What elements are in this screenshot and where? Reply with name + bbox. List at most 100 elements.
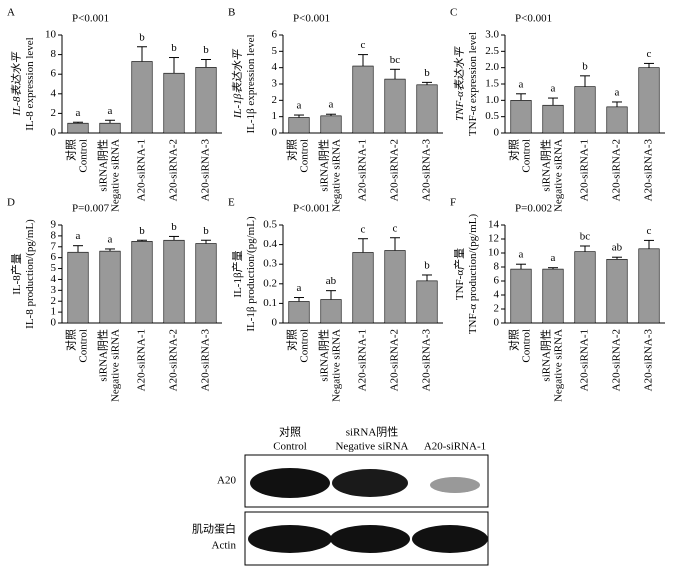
significance-letter: b [203, 225, 209, 237]
bar [606, 106, 628, 134]
bar [163, 72, 185, 134]
error-bar [201, 59, 211, 68]
annotation: P<0.001 [293, 13, 330, 25]
x-tick-label: Control [78, 139, 90, 173]
significance-letter: b [424, 260, 430, 272]
lane-label: siRNA阴性 [346, 425, 399, 439]
y-axis-label: IL-1β expression level [245, 34, 257, 133]
y-axis-label: TNF-α产量 [452, 248, 466, 300]
x-tick-label: Negative siRNA [553, 329, 565, 402]
y-tick-label: 4 [51, 87, 57, 99]
x-tick-label: A20-siRNA-2 [168, 139, 180, 201]
error-bar [105, 119, 115, 124]
bar [320, 115, 342, 134]
significance-letter: a [551, 83, 556, 95]
x-tick-label: A20-siRNA-2 [389, 329, 401, 391]
x-tick-label: A20-siRNA-3 [200, 139, 212, 202]
y-tick-label: 2 [494, 303, 500, 315]
error-bar [548, 267, 558, 270]
error-bar [358, 238, 368, 253]
bar [510, 268, 532, 324]
y-axis-label: IL-1β production/(pg/mL) [245, 216, 257, 332]
annotation: P=0.007 [72, 203, 110, 215]
bar [542, 104, 564, 134]
x-tick-label: A20-siRNA-3 [421, 329, 433, 392]
significance-letter: c [361, 223, 366, 235]
panel-label: C [450, 7, 457, 19]
panel-label: A [7, 7, 15, 19]
row-label: 肌动蛋白 [192, 522, 236, 536]
bar [606, 258, 628, 324]
bar [574, 251, 596, 324]
band [332, 469, 408, 497]
error-bar [644, 239, 654, 249]
y-tick-label: 0.1 [263, 297, 277, 309]
bar [638, 248, 660, 324]
significance-letter: c [393, 222, 398, 234]
bar [352, 65, 374, 134]
y-tick-label: 8 [51, 48, 57, 60]
significance-letter: bc [580, 231, 591, 243]
x-tick-label: siRNA阴性 [539, 139, 553, 192]
error-bar [326, 290, 336, 300]
y-axis-label: IL-8 production/(pg/mL) [24, 219, 36, 329]
panel-label: F [450, 197, 456, 209]
bar [67, 122, 89, 134]
significance-letter: b [139, 31, 145, 43]
x-tick-label: A20-siRNA-3 [643, 139, 655, 202]
bar [288, 117, 310, 134]
y-tick-label: 3.0 [485, 29, 499, 41]
significance-letter: a [551, 252, 556, 264]
y-axis-label: IL-8表达水平 [10, 52, 23, 117]
row-label: Actin [212, 540, 237, 552]
x-tick-label: siRNA阴性 [539, 329, 553, 382]
y-tick-label: 8 [51, 229, 57, 241]
y-tick-label: 2.5 [485, 45, 499, 57]
x-tick-label: 对照 [64, 329, 78, 351]
y-axis-label: TNF-α production/(pg/mL) [467, 214, 479, 335]
error-bar [294, 297, 304, 302]
error-bar [612, 101, 622, 107]
significance-letter: a [108, 233, 113, 245]
y-axis-label: IL-8 expression level [24, 37, 36, 130]
bar [638, 67, 660, 134]
y-tick-label: 12 [488, 233, 499, 245]
band [430, 477, 480, 493]
y-tick-label: 0 [494, 127, 500, 139]
x-tick-label: siRNA阴性 [96, 329, 110, 382]
y-tick-label: 0 [51, 127, 57, 139]
y-tick-label: 1 [272, 110, 278, 122]
significance-letter: a [329, 99, 334, 111]
error-bar [294, 114, 304, 118]
blot [244, 454, 489, 566]
y-tick-label: 4 [51, 273, 57, 285]
lane-label: Negative siRNA [335, 441, 408, 453]
significance-letter: c [647, 225, 652, 237]
error-bar [580, 75, 590, 87]
y-axis-label: TNF-α表达水平 [453, 46, 466, 121]
x-tick-label: A20-siRNA-1 [136, 329, 148, 391]
y-tick-label: 10 [488, 247, 500, 259]
lane-label: A20-siRNA-1 [424, 441, 486, 453]
significance-letter: b [171, 221, 177, 233]
bar [510, 100, 532, 134]
bar [384, 78, 406, 134]
bar [67, 251, 89, 324]
y-tick-label: 4 [272, 61, 278, 73]
y-tick-label: 10 [45, 29, 57, 41]
y-tick-label: 0.5 [263, 219, 277, 231]
x-tick-label: 对照 [507, 139, 521, 161]
band [412, 525, 488, 553]
y-tick-label: 5 [51, 262, 57, 274]
bar [416, 280, 438, 324]
y-tick-label: 7 [51, 240, 57, 252]
x-tick-label: Control [521, 329, 533, 363]
significance-letter: a [76, 230, 81, 242]
y-tick-label: 14 [488, 219, 500, 231]
band [248, 525, 332, 553]
y-axis-label: IL-1β表达水平 [231, 49, 244, 119]
x-tick-label: A20-siRNA-2 [389, 139, 401, 201]
significance-letter: bc [390, 54, 401, 66]
significance-letter: a [615, 86, 620, 98]
y-tick-label: 6 [494, 275, 500, 287]
